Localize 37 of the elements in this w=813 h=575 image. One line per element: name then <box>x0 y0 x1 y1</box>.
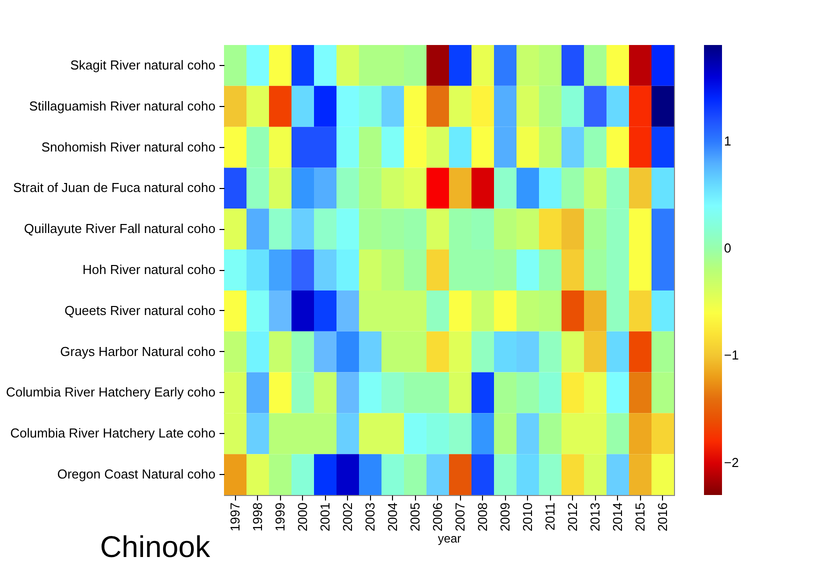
x-tick-label: 2010 <box>520 502 535 532</box>
x-tick-label: 2011 <box>542 502 558 530</box>
y-tick-label: Columbia River Hatchery Early coho <box>6 384 216 400</box>
x-tick-label: 1997 <box>227 502 242 532</box>
x-tick-label: 2015 <box>632 502 648 532</box>
y-tick-label: Quillayute River Fall natural coho <box>24 221 216 236</box>
x-tick-label: 2014 <box>610 502 625 532</box>
color-bar-label: 0 <box>724 240 732 256</box>
y-tick-label: Skagit River natural coho <box>70 57 216 72</box>
x-tick-label: 1999 <box>272 502 288 532</box>
x-tick-label: 2016 <box>654 502 670 532</box>
color-bar-label: −2 <box>724 454 739 470</box>
y-tick-label: Queets River natural coho <box>64 302 216 318</box>
y-tick-label: Stillaguamish River natural coho <box>29 98 216 114</box>
color-bar-label: 1 <box>724 133 732 148</box>
y-tick-label: Hoh River natural coho <box>82 262 216 277</box>
x-tick-label: 2001 <box>317 502 332 532</box>
y-tick-label: Strait of Juan de Fuca natural coho <box>13 180 216 196</box>
x-tick-label: 2000 <box>294 502 310 532</box>
x-tick-label: 1998 <box>250 502 265 532</box>
x-tick-label: 2004 <box>384 502 400 532</box>
x-tick-label: 2012 <box>564 502 580 532</box>
x-tick-label: 2002 <box>340 502 355 532</box>
x-tick-label: 2003 <box>362 502 378 532</box>
y-tick-label: Oregon Coast Natural coho <box>57 466 216 482</box>
x-tick-label: 2009 <box>497 502 512 532</box>
color-bar-label: −1 <box>724 348 739 363</box>
y-tick-label: Columbia River Hatchery Late coho <box>10 426 216 441</box>
y-tick-label: Grays Harbor Natural coho <box>60 344 216 359</box>
y-tick-label: Snohomish River natural coho <box>41 139 216 154</box>
text: Chinook <box>100 530 210 566</box>
x-tick-label: 2005 <box>407 502 422 532</box>
x-axis-title: year <box>438 531 462 546</box>
x-tick-label: 2007 <box>452 502 468 532</box>
x-tick-label: 2006 <box>430 502 445 532</box>
x-tick-label: 2013 <box>587 502 602 532</box>
x-tick-label: 2008 <box>474 502 490 532</box>
